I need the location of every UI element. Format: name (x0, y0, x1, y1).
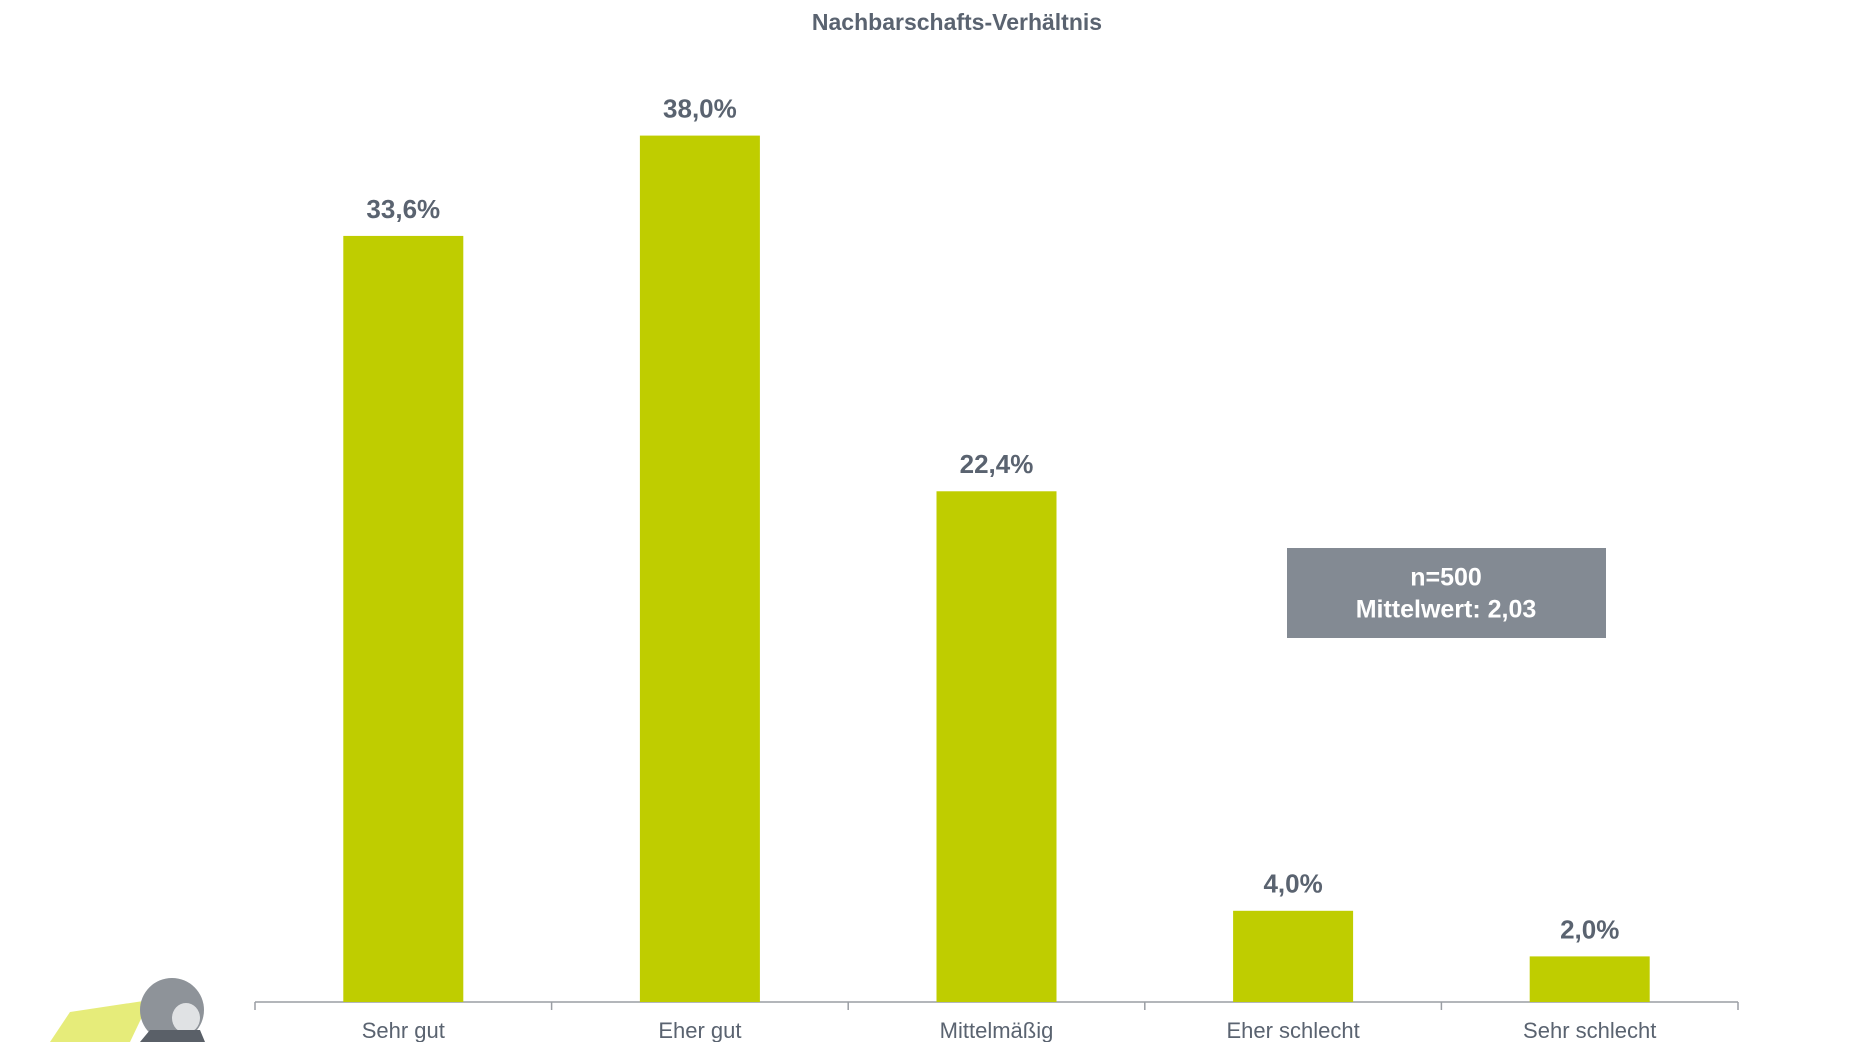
annotation-box (1287, 548, 1606, 638)
bar (1233, 911, 1353, 1002)
value-label: 4,0% (1263, 869, 1322, 899)
logo-cape (50, 1000, 150, 1042)
logo-body (140, 1030, 205, 1042)
value-label: 2,0% (1560, 914, 1619, 944)
logo (50, 978, 205, 1042)
bar (343, 236, 463, 1002)
value-label: 33,6% (366, 194, 440, 224)
chart: Nachbarschafts-Verhältnis n=500 Mittelwe… (0, 0, 1854, 1042)
value-label: 22,4% (960, 449, 1034, 479)
annotation: Mittelwert: 2,03 (1356, 596, 1537, 624)
value-label: 38,0% (663, 93, 737, 123)
bar (937, 491, 1057, 1002)
chart-title: Nachbarschafts-Verhältnis (812, 9, 1102, 35)
x-tick-label: Sehr schlecht (1523, 1018, 1656, 1042)
bar (1530, 956, 1650, 1002)
x-tick-label: Eher schlecht (1226, 1018, 1359, 1042)
bar (640, 136, 760, 1002)
x-tick-label: Eher gut (658, 1018, 741, 1042)
annotation: n=500 (1410, 564, 1482, 592)
x-tick-label: Sehr gut (362, 1018, 445, 1042)
x-tick-label: Mittelmäßig (940, 1018, 1054, 1042)
logo-face (172, 1003, 200, 1033)
